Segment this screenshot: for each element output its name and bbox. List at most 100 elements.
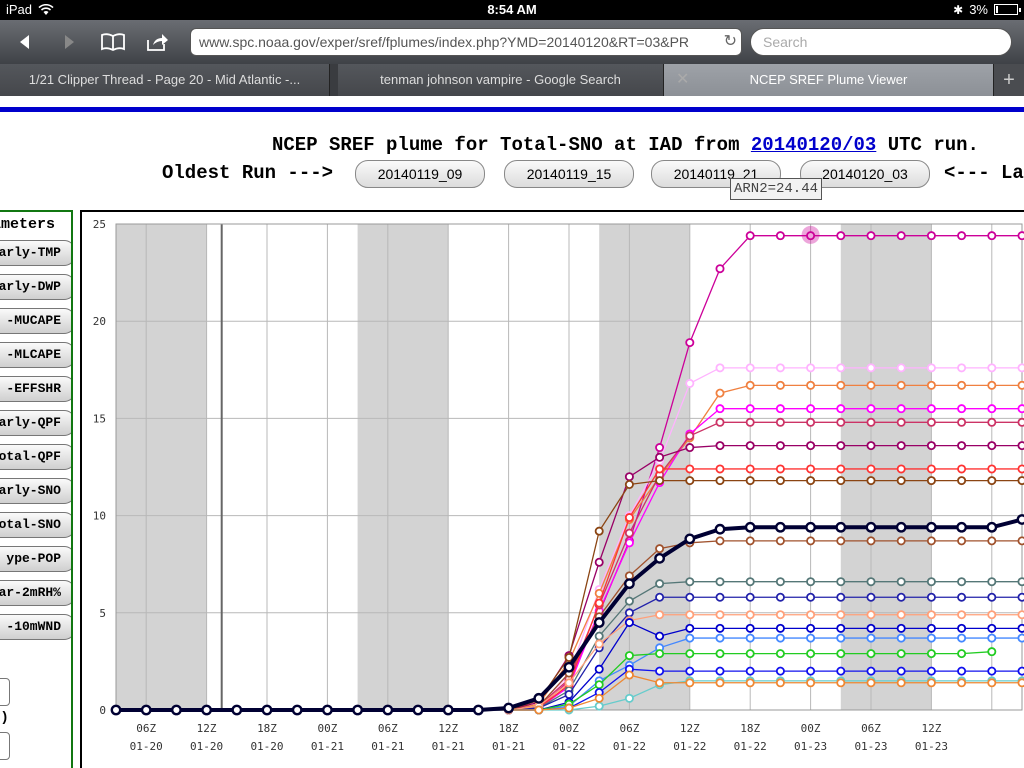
plume-data-point — [926, 592, 936, 602]
plume-data-point — [956, 521, 967, 533]
plume-data-point — [775, 666, 785, 676]
plume-data-point — [564, 653, 574, 663]
parameter-button[interactable]: otal-SNO — [0, 512, 71, 538]
plume-data-point — [655, 443, 665, 453]
plume-data-point — [987, 633, 997, 643]
plume-data-point — [564, 703, 574, 713]
plume-data-point — [685, 623, 695, 633]
reload-icon[interactable]: ↻ — [723, 33, 737, 50]
parameter-button[interactable]: ype-POP — [0, 546, 71, 572]
panel-input-1[interactable] — [0, 678, 10, 706]
plume-data-point — [594, 664, 604, 674]
panel-input-2[interactable] — [0, 732, 10, 760]
plume-data-point — [745, 476, 755, 486]
parameter-button[interactable]: arly-DWP — [0, 274, 71, 300]
plume-data-point — [896, 363, 906, 373]
forward-button[interactable] — [52, 26, 86, 58]
plume-data-point — [352, 704, 363, 716]
parameter-button[interactable]: -MUCAPE — [0, 308, 71, 334]
plume-data-point — [594, 639, 604, 649]
plume-data-point — [836, 417, 846, 427]
plume-data-point — [624, 608, 634, 618]
plume-data-point — [775, 610, 785, 620]
x-tick-hour: 00Z — [801, 722, 821, 735]
plume-data-point — [957, 404, 967, 414]
plume-data-point — [1017, 536, 1024, 546]
plume-data-point — [563, 661, 575, 673]
plume-data-point — [624, 513, 634, 523]
parameter-button[interactable]: arly-QPF — [0, 410, 71, 436]
hover-highlight-marker — [801, 225, 820, 244]
plume-data-point — [836, 404, 846, 414]
plume-data-point — [140, 704, 152, 716]
parameter-button[interactable]: arly-TMP — [0, 240, 71, 266]
plume-data-point — [957, 476, 967, 486]
run-button-20140119-15[interactable]: 20140119_15 — [504, 160, 634, 188]
parameter-button[interactable]: -10mWND — [0, 614, 71, 640]
plume-data-point — [503, 702, 514, 714]
plume-data-point — [715, 536, 725, 546]
plume-data-point — [745, 417, 755, 427]
plume-series-line — [116, 637, 1022, 711]
plume-data-point — [987, 577, 997, 587]
forward-arrow-icon — [65, 35, 74, 49]
plume-data-point — [806, 441, 816, 451]
plume-data-point — [684, 533, 696, 545]
plume-data-point — [866, 577, 876, 587]
plume-data-point — [926, 231, 936, 241]
share-button[interactable] — [140, 26, 174, 58]
url-text: www.spc.noaa.gov/exper/sref/fplumes/inde… — [199, 34, 690, 50]
plume-data-point — [987, 417, 997, 427]
share-icon — [147, 34, 168, 51]
parameter-button[interactable]: -MLCAPE — [0, 342, 71, 368]
search-field[interactable]: Search — [750, 28, 1012, 56]
plume-data-point — [564, 678, 574, 688]
plume-data-point — [775, 592, 785, 602]
plume-data-point — [1017, 633, 1024, 643]
close-tab-icon[interactable]: ✕ — [676, 71, 690, 88]
plume-data-point — [896, 404, 906, 414]
plume-series-line — [116, 680, 1022, 711]
plume-data-point — [957, 610, 967, 620]
plume-data-point — [866, 666, 876, 676]
plume-data-point — [291, 704, 303, 716]
url-field[interactable]: www.spc.noaa.gov/exper/sref/fplumes/inde… — [190, 28, 742, 56]
browser-toolbar: www.spc.noaa.gov/exper/sref/fplumes/inde… — [0, 20, 1024, 64]
plume-data-point — [806, 417, 816, 427]
plume-data-point — [987, 441, 997, 451]
plume-data-point — [926, 464, 936, 474]
parameter-panel: ameters arly-TMP arly-DWP -MUCAPE -MLCAPE -E… — [0, 210, 73, 768]
plume-data-point — [1017, 464, 1024, 474]
x-tick-hour: 18Z — [257, 722, 277, 735]
new-tab-button[interactable]: + — [994, 64, 1024, 96]
plume-data-point — [866, 231, 876, 241]
plume-data-point — [171, 704, 182, 716]
back-button[interactable] — [8, 26, 42, 58]
run-link[interactable]: 20140120/03 — [750, 134, 877, 156]
bookmarks-button[interactable] — [96, 26, 130, 58]
parameter-button[interactable]: ar-2mRH% — [0, 580, 71, 606]
parameter-button[interactable]: arly-SNO — [0, 478, 71, 504]
plume-data-point — [655, 476, 665, 486]
plume-data-point — [836, 476, 846, 486]
x-tick-date: 01-23 — [794, 740, 827, 753]
plume-data-point — [836, 649, 846, 659]
plume-data-point — [715, 441, 725, 451]
parameter-button[interactable]: otal-QPF — [0, 444, 71, 470]
tab-clipper-thread[interactable]: 1/21 Clipper Thread - Page 20 - Mid Atla… — [0, 64, 330, 96]
run-button-20140119-09[interactable]: 20140119_09 — [355, 160, 485, 188]
tab-google-search[interactable]: tenman johnson vampire - Google Search — [338, 64, 664, 96]
plume-data-point — [715, 577, 725, 587]
tab-sref-plume-viewer[interactable]: ✕ NCEP SREF Plume Viewer — [664, 64, 994, 96]
plume-data-point — [594, 701, 604, 711]
x-tick-hour: 06Z — [378, 722, 398, 735]
plume-data-point — [987, 610, 997, 620]
run-selector: Oldest Run ---> 20140119_09 20140119_15 … — [162, 160, 1024, 188]
plume-data-point — [624, 472, 634, 482]
plume-data-point — [685, 649, 695, 659]
plume-data-point — [896, 623, 906, 633]
plume-data-point — [321, 704, 333, 716]
parameter-button[interactable]: -EFFSHR — [0, 376, 71, 402]
plume-data-point — [836, 623, 846, 633]
plume-data-point — [1017, 380, 1024, 390]
